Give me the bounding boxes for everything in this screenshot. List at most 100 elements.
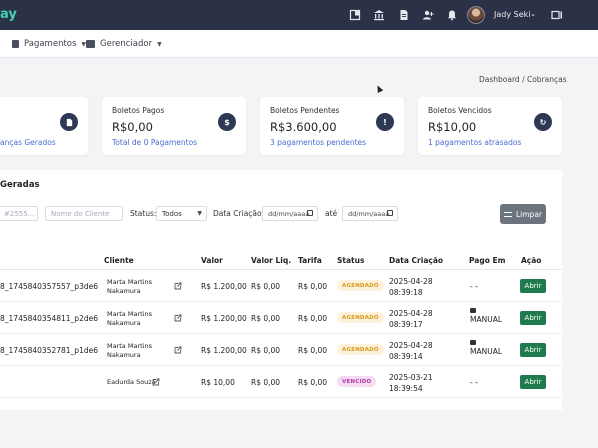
th-tarifa[interactable]: Tarifa [298, 256, 322, 265]
card-value: R$10,00 [428, 120, 477, 134]
external-link-icon[interactable] [152, 378, 160, 386]
row-client: Eadurda Souza [107, 378, 156, 386]
nav-pagamentos-label: Pagamentos [24, 39, 77, 49]
row-data-time: 08:39:18 [389, 288, 423, 297]
id-search-input[interactable]: #2555... [0, 206, 38, 221]
manager-icon [86, 40, 95, 48]
payments-icon [12, 40, 19, 48]
row-client-line1: Marta Martins [107, 342, 152, 350]
chevron-down-icon: ▼ [157, 40, 162, 48]
nav-gerenciador[interactable]: Gerenciador ▼ [86, 39, 162, 49]
row-valor: R$ 10,00 [201, 378, 235, 387]
row-pago-em-label: MANUAL [470, 347, 503, 356]
th-valor[interactable]: Valor [201, 256, 223, 265]
chevron-down-icon: ▼ [197, 210, 202, 217]
wallet-icon [470, 308, 476, 313]
row-data: 2025-04-28 08:39:18 [389, 276, 433, 298]
table-row: 8_1745840352781_p1de6 Marta Martins Naka… [0, 334, 562, 366]
status-select-value: Todos [162, 210, 182, 218]
card-link[interactable]: 1 pagamentos atrasados [428, 138, 522, 147]
user-name[interactable]: Jady Seki [494, 10, 531, 19]
row-valor-liq: R$ 0,00 [251, 378, 281, 387]
file-icon[interactable] [398, 9, 410, 21]
date-to-value: dd/mm/aaaa [348, 210, 390, 218]
bell-icon[interactable] [446, 9, 458, 21]
status-badge: VENCIDO [337, 376, 377, 387]
row-data-time: 08:39:17 [389, 320, 423, 329]
th-cliente[interactable]: Cliente [104, 256, 134, 265]
row-client-line2: Nakamura [107, 319, 141, 327]
card-link[interactable]: Total de 0 Pagamentos [112, 138, 198, 147]
breadcrumb: Dashboard / Cobranças [479, 75, 567, 84]
row-valor: R$ 1.200,00 [201, 346, 247, 355]
card-boletos-pendentes: Boletos Pendentes R$3.600,00 3 pagamento… [260, 97, 404, 155]
row-data-date: 2025-04-28 [389, 341, 433, 350]
th-valor-liq[interactable]: Valor Liq. [251, 256, 292, 265]
add-user-icon[interactable] [422, 9, 434, 21]
row-client-line1: Marta Martins [107, 278, 152, 286]
row-id: 8_1745840352781_p1de6 [0, 346, 98, 355]
card-cobrancas-geradas: anças Gerados [0, 97, 88, 155]
brand-logo[interactable]: ay [0, 7, 17, 22]
row-data: 2025-04-28 08:39:14 [389, 340, 433, 362]
card-link[interactable]: anças Gerados [0, 138, 56, 147]
status-badge: AGENDADO [337, 312, 384, 323]
date-to-input[interactable]: dd/mm/aaaa [342, 206, 398, 221]
th-data-criacao[interactable]: Data Criação [389, 256, 444, 265]
row-client-line2: Nakamura [107, 351, 141, 359]
th-status[interactable]: Status [337, 256, 365, 265]
open-button[interactable]: Abrir [520, 311, 546, 325]
th-acao[interactable]: Ação [521, 256, 542, 265]
card-link[interactable]: 3 pagamentos pendentes [270, 138, 367, 147]
avatar[interactable] [467, 6, 485, 24]
nav-pagamentos[interactable]: Pagamentos ▼ [12, 39, 86, 49]
card-value: R$0,00 [112, 120, 153, 134]
document-icon [60, 113, 78, 131]
row-tarifa: R$ 0,00 [298, 346, 328, 355]
screen-icon[interactable] [551, 9, 563, 21]
row-data-time: 18:39:54 [389, 384, 423, 393]
clear-label: Limpar [515, 209, 542, 219]
table-row: Eadurda Souza R$ 10,00 R$ 0,00 R$ 0,00 V… [0, 366, 562, 398]
row-client-line2: Nakamura [107, 287, 141, 295]
mouse-cursor [374, 84, 384, 93]
date-from-input[interactable]: dd/mm/aaaa [262, 206, 318, 221]
bank-icon[interactable] [373, 9, 385, 21]
card-title: Boletos Pendentes [270, 106, 340, 115]
row-valor-liq: R$ 0,00 [251, 282, 281, 291]
open-button[interactable]: Abrir [520, 375, 546, 389]
row-client-line1: Marta Martins [107, 310, 152, 318]
row-id: 8_1745840357557_p3de6 [0, 282, 98, 291]
bookmark-icon[interactable] [349, 9, 361, 21]
row-data-date: 2025-04-28 [389, 309, 433, 318]
open-button[interactable]: Abrir [520, 343, 546, 357]
client-name-input[interactable]: Nome do Cliente [45, 206, 123, 221]
th-pago-em[interactable]: Pago Em [469, 256, 506, 265]
status-badge: AGENDADO [337, 344, 384, 355]
wallet-icon [470, 340, 476, 345]
clear-filters-button[interactable]: Limpar [500, 204, 546, 224]
top-navbar: ay Jady Seki ⌄ [0, 0, 598, 30]
status-badge: AGENDADO [337, 280, 384, 291]
card-boletos-vencidos: Boletos Vencidos R$10,00 1 pagamentos at… [418, 97, 562, 155]
row-tarifa: R$ 0,00 [298, 314, 328, 323]
panel-title: Geradas [0, 180, 40, 190]
row-data: 2025-03-21 18:39:54 [389, 372, 433, 394]
row-client: Marta Martins Nakamura [107, 342, 152, 360]
chevron-down-icon[interactable]: ⌄ [530, 10, 536, 18]
row-data: 2025-04-28 08:39:17 [389, 308, 433, 330]
status-select[interactable]: Todos ▼ [156, 206, 207, 221]
nav-gerenciador-label: Gerenciador [100, 39, 153, 49]
external-link-icon[interactable] [174, 346, 182, 354]
external-link-icon[interactable] [174, 314, 182, 322]
row-pago-em-label: MANUAL [470, 315, 503, 324]
card-boletos-pagos: Boletos Pagos R$0,00 Total de 0 Pagament… [102, 97, 246, 155]
external-link-icon[interactable] [174, 282, 182, 290]
row-tarifa: R$ 0,00 [298, 378, 328, 387]
broom-icon [503, 211, 512, 217]
filters-bar: #2555... Nome do Cliente Status: Todos ▼… [0, 204, 562, 226]
table-row: 8_1745840357557_p3de6 Marta Martins Naka… [0, 270, 562, 302]
row-pago-em: MANUAL [470, 308, 502, 324]
open-button[interactable]: Abrir [520, 279, 546, 293]
date-label: Data Criação: [213, 209, 265, 218]
